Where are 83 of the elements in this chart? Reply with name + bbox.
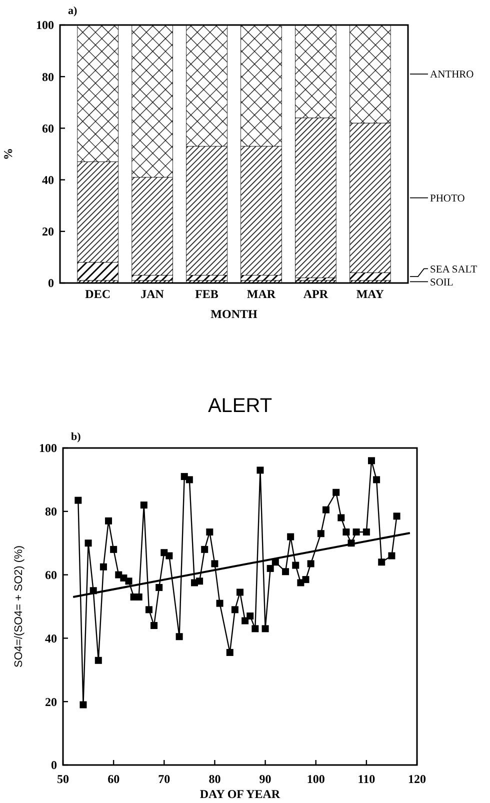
x-tick-label: MAY — [356, 287, 384, 301]
point — [373, 476, 380, 484]
point — [110, 546, 118, 553]
point — [166, 552, 173, 560]
point — [80, 701, 87, 708]
point — [150, 622, 158, 630]
text: SEA SALT — [430, 264, 478, 276]
y-tick-label: 20 — [42, 224, 54, 239]
point — [94, 656, 102, 664]
x-tick-label: 110 — [358, 772, 376, 786]
point — [332, 488, 340, 496]
y-tick-label: 80 — [42, 70, 54, 84]
point — [252, 625, 259, 632]
point — [100, 563, 107, 570]
point — [125, 578, 132, 585]
y-tick-label: 100 — [39, 441, 57, 456]
x-tick-label: APR — [303, 287, 328, 301]
point — [236, 588, 244, 596]
point — [338, 514, 345, 522]
point — [287, 533, 294, 540]
point — [282, 568, 290, 576]
point — [256, 466, 264, 474]
x-tick-label: FEB — [195, 287, 218, 301]
point — [206, 528, 214, 536]
x-axis-title: DAY OF YEAR — [200, 787, 280, 801]
x-tick-label: 80 — [208, 772, 221, 786]
y-tick-label: 40 — [42, 173, 54, 187]
x-tick-label: 120 — [408, 772, 426, 786]
point — [246, 612, 254, 620]
point — [105, 517, 112, 524]
y-tick-label: 100 — [36, 18, 54, 32]
x-axis-title: MONTH — [210, 307, 258, 321]
point — [322, 506, 330, 514]
y-tick-label: 0 — [48, 276, 54, 290]
point — [201, 546, 208, 553]
point — [317, 530, 324, 538]
point — [292, 562, 300, 569]
point — [378, 558, 386, 566]
y-tick-label: 20 — [45, 694, 57, 709]
point — [302, 576, 310, 584]
y-tick-label: 60 — [42, 121, 54, 136]
point — [226, 648, 234, 656]
x-tick-label: 70 — [158, 772, 170, 786]
point — [186, 476, 193, 484]
point — [231, 606, 238, 614]
x-tick-label: 90 — [259, 772, 272, 786]
point — [307, 560, 314, 568]
point — [176, 633, 183, 640]
point — [393, 512, 400, 520]
point — [140, 502, 148, 509]
y-tick-label: 60 — [45, 568, 57, 582]
y-axis-title: % — [1, 148, 15, 160]
y-axis-title: SO4=/(SO4= + SO2) (%) — [13, 546, 25, 668]
y-tick-label: 0 — [51, 758, 57, 772]
x-tick-label: MAR — [246, 287, 276, 301]
text: a) — [68, 5, 78, 17]
point — [362, 528, 370, 536]
text: ANTHRO — [430, 70, 474, 81]
point — [156, 584, 163, 591]
point — [211, 560, 218, 568]
y-tick-label: 80 — [45, 504, 57, 519]
text: SOIL — [430, 277, 454, 288]
y-tick-label: 40 — [45, 631, 57, 646]
point — [145, 606, 152, 614]
point — [352, 528, 360, 536]
text: b) — [71, 431, 82, 443]
x-tick-label: DEC — [85, 287, 111, 301]
point — [266, 564, 274, 572]
text: PHOTO — [430, 194, 466, 205]
point — [74, 496, 82, 504]
point — [262, 625, 269, 632]
x-tick-label: 50 — [57, 772, 69, 786]
x-tick-label: 60 — [108, 772, 120, 786]
point — [342, 528, 350, 536]
point — [368, 457, 375, 464]
chart-title: ALERT — [208, 395, 272, 417]
point — [216, 600, 224, 607]
x-tick-label: JAN — [140, 287, 164, 301]
point — [388, 552, 396, 560]
point — [196, 578, 204, 585]
x-tick-label: 100 — [306, 772, 325, 786]
point — [242, 617, 249, 624]
point — [84, 540, 92, 547]
